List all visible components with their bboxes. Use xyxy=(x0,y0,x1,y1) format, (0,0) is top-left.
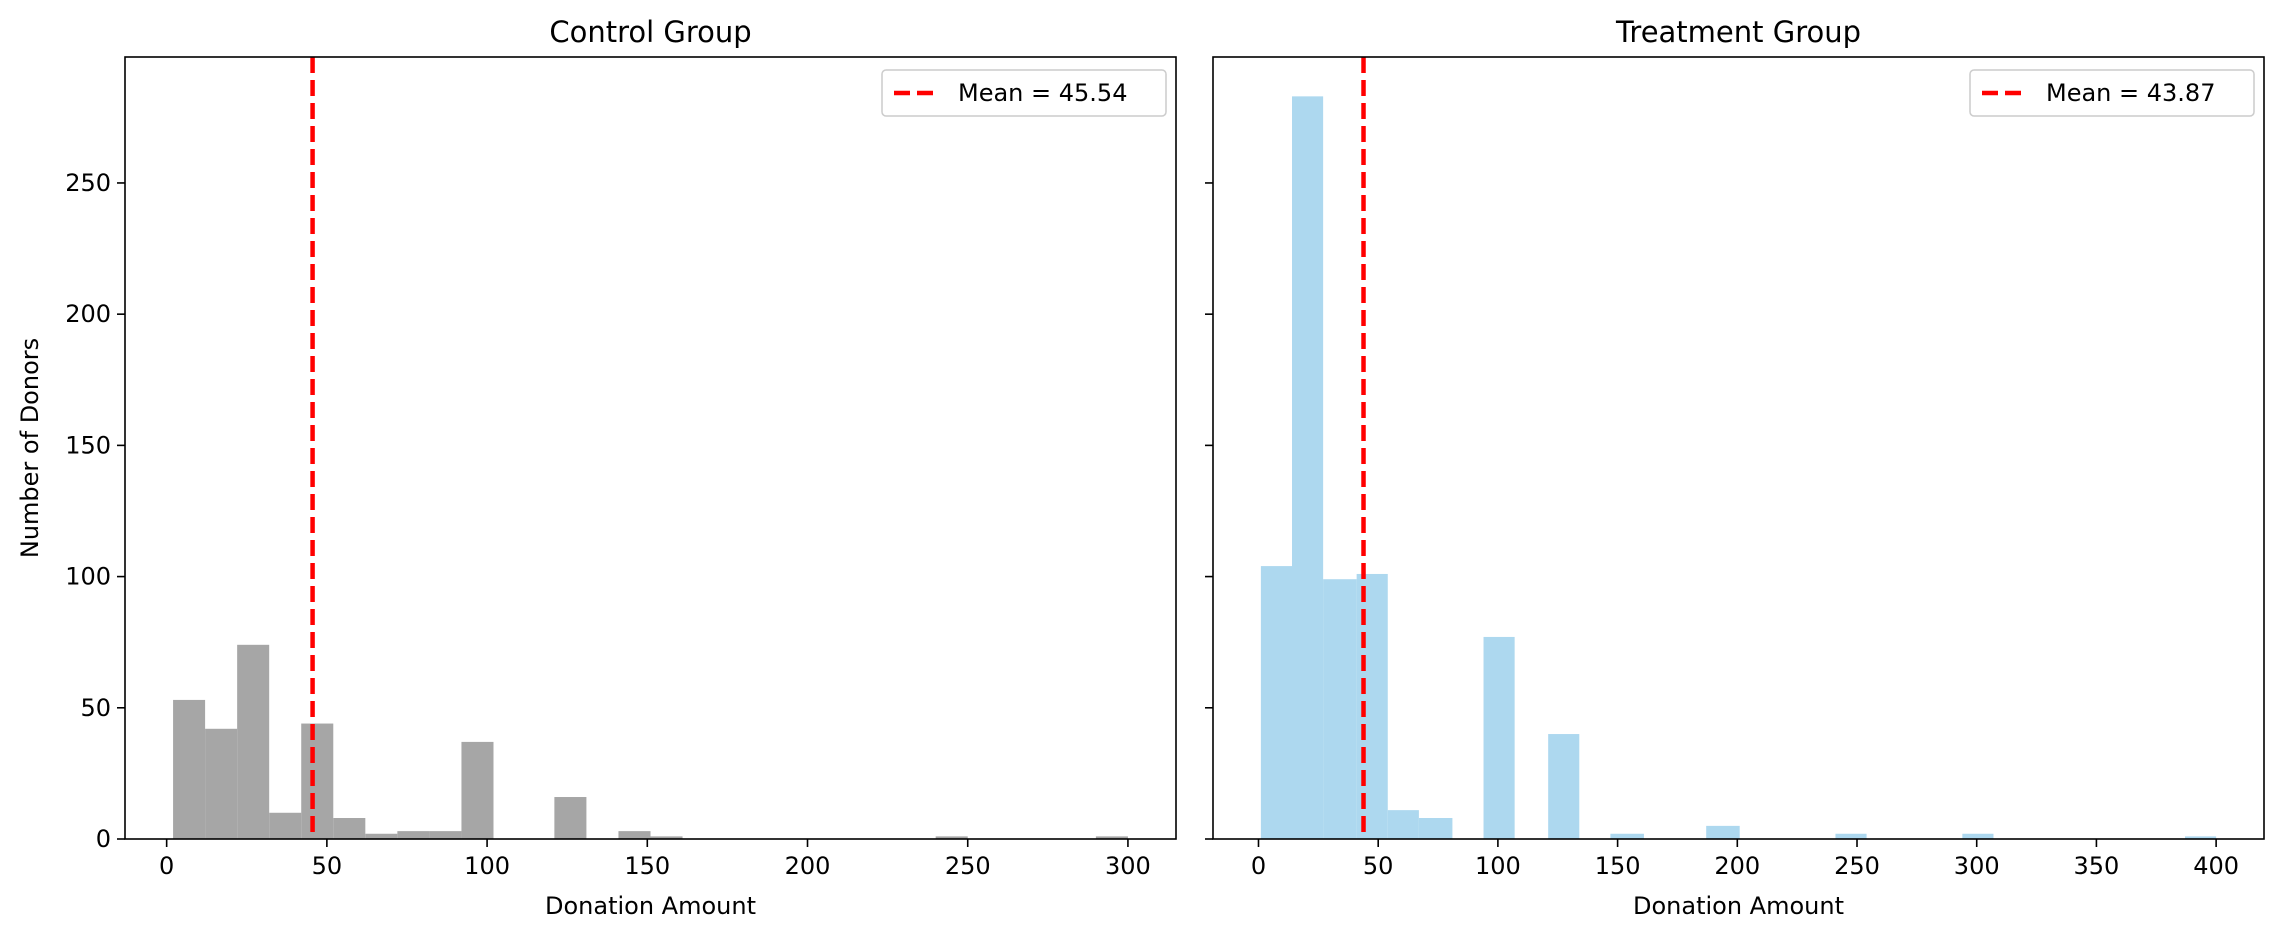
control-histogram-bar xyxy=(237,644,270,839)
control-histogram-bar xyxy=(173,699,206,839)
treatment-histogram-bar xyxy=(1835,833,1867,839)
control-x-axis-label: Donation Amount xyxy=(545,892,756,920)
control-legend-box xyxy=(881,69,1167,117)
control-y-tick-label: 50 xyxy=(80,694,111,722)
treatment-histogram-bars xyxy=(1260,96,2217,839)
treatment-x-tick-label: 0 xyxy=(1251,852,1266,880)
treatment-histogram-bar xyxy=(1610,833,1644,839)
control-y-ticks: 0 50 100 150 200 250 xyxy=(65,169,125,853)
control-histogram-bars xyxy=(173,644,1128,839)
treatment-histogram-bar xyxy=(1260,566,1293,839)
treatment-legend-label: Mean = 43.87 xyxy=(2046,79,2215,107)
control-histogram-bar xyxy=(554,797,587,839)
treatment-histogram-bar xyxy=(2184,836,2217,839)
treatment-histogram-bar xyxy=(1962,833,1994,839)
control-x-tick-label: 150 xyxy=(624,852,670,880)
control-x-tick-label: 0 xyxy=(159,852,174,880)
control-histogram-bar xyxy=(461,741,494,839)
treatment-x-tick-label: 150 xyxy=(1595,852,1641,880)
treatment-x-tick-label: 100 xyxy=(1475,852,1521,880)
control-histogram-bar xyxy=(935,836,968,839)
control-histogram-bar xyxy=(1095,836,1128,839)
control-legend: Mean = 45.54 xyxy=(881,69,1167,117)
treatment-histogram-bar xyxy=(1483,636,1515,839)
control-x-tick-label: 100 xyxy=(464,852,510,880)
treatment-histogram-bar xyxy=(1548,734,1580,839)
control-histogram-bar xyxy=(397,831,430,839)
treatment-legend-box xyxy=(1969,69,2255,117)
treatment-x-ticks: 0 50 100 150 200 250 300 350 400 xyxy=(1251,839,2239,880)
treatment-histogram-bar xyxy=(1387,810,1419,839)
control-x-tick-label: 250 xyxy=(945,852,991,880)
treatment-histogram-bar xyxy=(1323,579,1357,839)
control-x-ticks: 0 50 100 150 200 250 300 xyxy=(159,839,1151,880)
control-y-axis-label: Number of Donors xyxy=(16,338,44,558)
treatment-chart-title: Treatment Group xyxy=(1615,15,1861,49)
treatment-x-tick-label: 300 xyxy=(1954,852,2000,880)
control-y-tick-label: 100 xyxy=(65,563,111,591)
control-x-tick-label: 50 xyxy=(312,852,343,880)
control-histogram-bar xyxy=(301,723,334,839)
control-histogram-bar xyxy=(429,831,462,839)
control-x-tick-label: 200 xyxy=(785,852,831,880)
control-y-tick-label: 0 xyxy=(96,825,111,853)
control-histogram-bar xyxy=(269,812,302,839)
treatment-y-ticks xyxy=(1205,182,1213,840)
control-histogram-bar xyxy=(205,728,238,839)
treatment-x-tick-label: 200 xyxy=(1714,852,1760,880)
control-plot-frame xyxy=(124,56,1177,840)
treatment-group-chart: 0 50 100 150 200 250 300 350 400 Treatment Group… xyxy=(1205,15,2265,920)
treatment-histogram-bar xyxy=(1706,825,1740,839)
control-y-tick-label: 200 xyxy=(65,300,111,328)
treatment-x-tick-label: 400 xyxy=(2193,852,2239,880)
control-legend-label: Mean = 45.54 xyxy=(958,79,1127,107)
treatment-histogram-bar xyxy=(1418,818,1453,839)
treatment-x-axis-label: Donation Amount xyxy=(1633,892,1844,920)
treatment-x-tick-label: 250 xyxy=(1834,852,1880,880)
control-x-tick-label: 300 xyxy=(1105,852,1151,880)
control-group-chart: 0 50 100 150 200 250 300 0 50 100 150 200 250 Contr… xyxy=(16,15,1177,920)
treatment-x-tick-label: 350 xyxy=(2074,852,2120,880)
treatment-histogram-bar xyxy=(1292,96,1324,839)
treatment-legend: Mean = 43.87 xyxy=(1969,69,2255,117)
control-histogram-bar xyxy=(618,831,651,839)
control-histogram-bar xyxy=(365,833,398,839)
control-histogram-bar xyxy=(333,818,366,839)
treatment-plot-frame xyxy=(1212,56,2265,840)
treatment-x-tick-label: 50 xyxy=(1363,852,1394,880)
control-chart-title: Control Group xyxy=(549,15,751,49)
control-histogram-bar xyxy=(650,836,683,839)
control-y-tick-label: 250 xyxy=(65,169,111,197)
control-y-tick-label: 150 xyxy=(65,431,111,459)
